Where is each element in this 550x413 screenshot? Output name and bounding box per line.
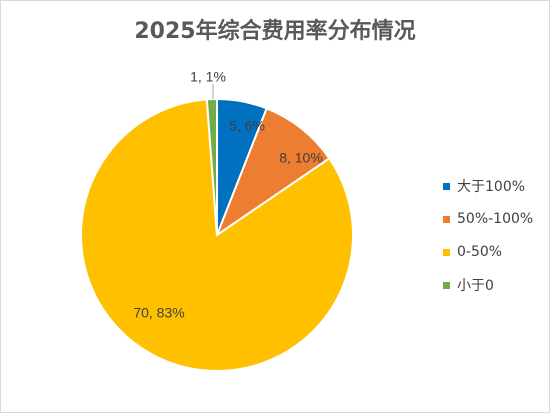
pie-slice-3 bbox=[205, 97, 218, 236]
legend-label-0: 大于100% bbox=[457, 179, 526, 195]
legend-item-0: 大于100% bbox=[443, 177, 533, 195]
legend-item-3: 小于0 bbox=[443, 276, 533, 294]
chart-title: 2025年综合费用率分布情况 bbox=[134, 19, 416, 44]
legend-swatch-2 bbox=[443, 248, 450, 256]
legend-label-3: 小于0 bbox=[457, 278, 494, 294]
data-label-2: 70, 83% bbox=[133, 305, 184, 321]
data-label-3: 1, 1% bbox=[190, 69, 226, 85]
legend-label-2: 0-50% bbox=[457, 244, 503, 260]
pie-slice-2 bbox=[80, 98, 354, 372]
data-label-0: 5, 6% bbox=[229, 118, 265, 134]
legend-label-1: 50%-100% bbox=[457, 211, 534, 227]
legend-swatch-3 bbox=[443, 281, 450, 289]
legend-item-2: 0-50% bbox=[443, 243, 533, 261]
legend-swatch-0 bbox=[443, 182, 450, 190]
pie-slice-1 bbox=[214, 107, 331, 238]
data-label-1: 8, 10% bbox=[279, 150, 323, 166]
legend: 大于100% 50%-100% 0-50% 小于0 bbox=[443, 177, 533, 309]
legend-item-1: 50%-100% bbox=[443, 210, 533, 228]
legend-swatch-1 bbox=[443, 215, 450, 223]
